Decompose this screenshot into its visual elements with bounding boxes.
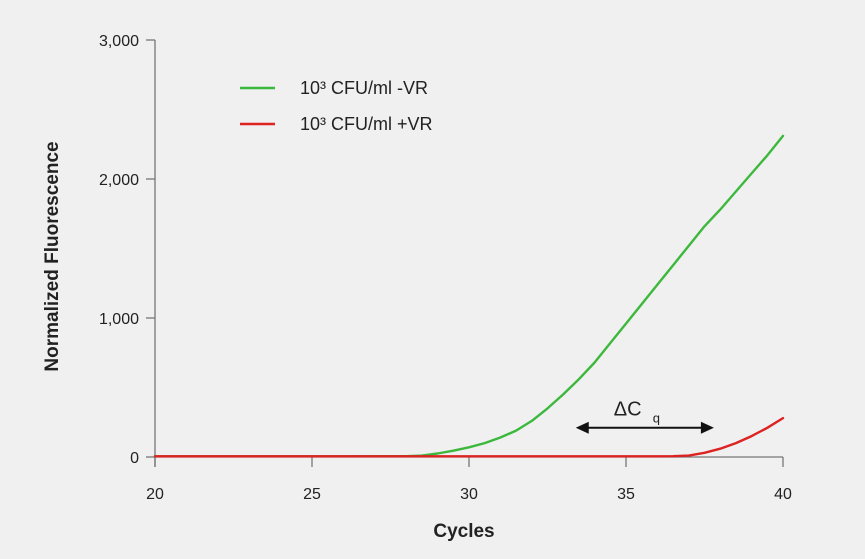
legend-label: 10³ CFU/ml -VR	[300, 78, 428, 98]
y-tick-label: 1,000	[99, 311, 139, 328]
x-tick-label: 20	[146, 486, 164, 503]
x-axis-title: Cycles	[433, 521, 494, 542]
delta-cq-arrow-left-head	[575, 421, 589, 434]
y-tick-label: 0	[130, 450, 139, 467]
y-tick-label: 2,000	[99, 172, 139, 189]
legend: 10³ CFU/ml -VR 10³ CFU/ml +VR	[240, 78, 433, 134]
delta-cq-subscript: q	[653, 410, 660, 425]
x-tick-label: 35	[617, 486, 635, 503]
y-tick-label: 3,000	[99, 33, 139, 50]
delta-cq-arrow-right-head	[700, 421, 714, 434]
annotation-layer: ΔC q	[575, 398, 714, 434]
x-tick-label: 30	[460, 486, 478, 503]
legend-label: 10³ CFU/ml +VR	[300, 114, 433, 134]
series-layer	[153, 134, 785, 458]
x-tick-label: 40	[774, 486, 792, 503]
y-axis-title: Normalized Fluorescence	[42, 141, 63, 371]
delta-cq-label: ΔC	[614, 398, 642, 420]
series-line-plus-vr	[153, 416, 785, 458]
x-tick-label: 25	[303, 486, 321, 503]
